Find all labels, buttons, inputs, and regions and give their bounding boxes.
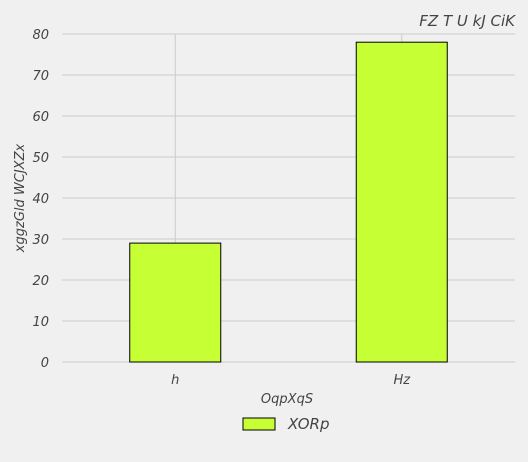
y-axis-label: xggzGld WCJXZx: [13, 144, 28, 254]
y-tick-label: 40: [32, 192, 49, 207]
chart-title: FZ T U kJ CiK: [419, 12, 516, 30]
y-tick-label: 10: [32, 315, 49, 330]
y-tick-label: 50: [32, 151, 49, 166]
bar-h: [129, 242, 222, 363]
y-tick-label: 80: [32, 28, 49, 43]
y-tick-label: 30: [32, 233, 49, 248]
y-tick-label: 60: [32, 110, 49, 125]
x-tick-label: Hz: [393, 373, 411, 388]
y-tick-label: 0: [41, 356, 49, 371]
legend-swatch: [242, 417, 276, 431]
x-tick-label: h: [171, 373, 179, 388]
x-axis-label: OqpXqS: [261, 392, 313, 407]
legend: XORp: [242, 415, 330, 433]
y-tick-label: 20: [32, 274, 49, 289]
axis-layer: 0 10 20 30 40 50 60 70 80 h Hz: [32, 28, 411, 388]
y-tick-label: 70: [32, 69, 49, 84]
bars-layer: [129, 41, 448, 363]
legend-label: XORp: [287, 415, 330, 433]
bar-hz: [355, 41, 448, 363]
